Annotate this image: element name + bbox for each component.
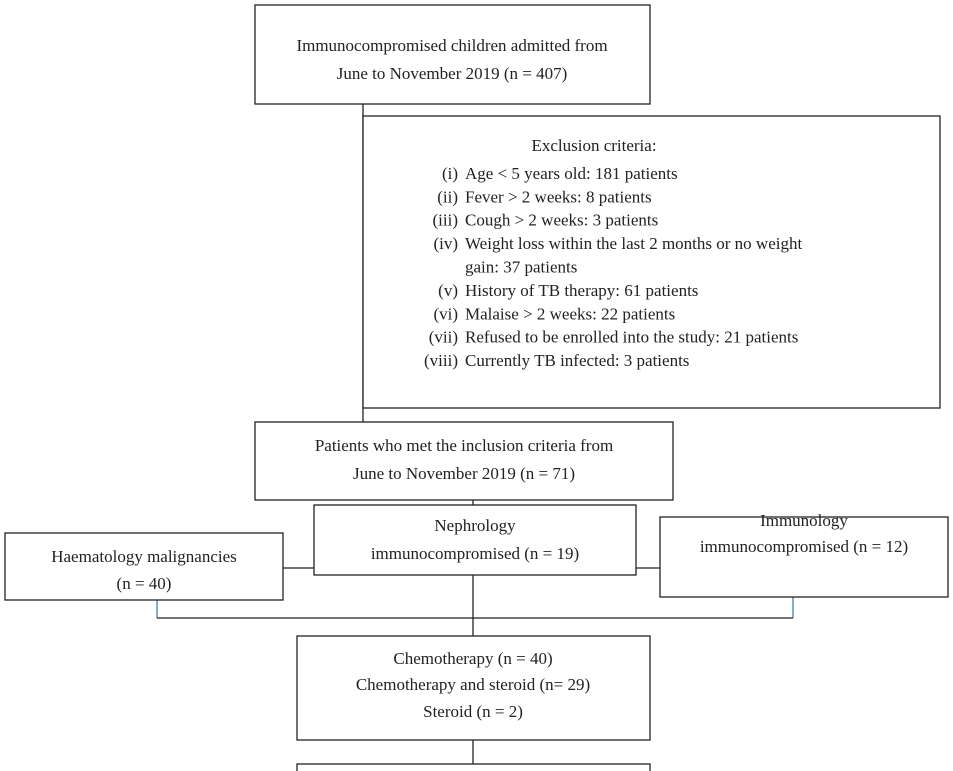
box-text: June to November 2019 (n = 407)	[337, 64, 568, 83]
item-numeral: (viii)	[424, 351, 458, 370]
item-text: History of TB therapy: 61 patients	[465, 281, 698, 300]
box-text: (n = 40)	[117, 574, 172, 593]
item-text: Age < 5 years old: 181 patients	[465, 164, 678, 183]
item-numeral: (iv)	[433, 234, 458, 253]
item-numeral: (v)	[438, 281, 458, 300]
item-numeral: (vii)	[429, 328, 458, 347]
item-text: Currently TB infected: 3 patients	[465, 351, 689, 370]
box-text: Immunology	[760, 511, 848, 530]
group-box	[4, 532, 284, 601]
exclusion-title: Exclusion criteria:	[531, 136, 656, 155]
group-box	[313, 504, 637, 576]
item-numeral: (ii)	[437, 187, 458, 206]
box-text: Steroid (n = 2)	[423, 702, 523, 721]
item-text: Refused to be enrolled into the study: 2…	[465, 328, 798, 347]
box-text: Chemotherapy (n = 40)	[393, 649, 552, 668]
item-numeral: (iii)	[433, 211, 459, 230]
box-text: Patients who met the inclusion criteria …	[315, 436, 613, 455]
item-numeral: (i)	[442, 164, 458, 183]
treatment-box	[296, 635, 651, 741]
item-numeral: (vi)	[433, 304, 458, 323]
item-text: Fever > 2 weeks: 8 patients	[465, 187, 652, 206]
included-box	[254, 421, 674, 501]
item-text: gain: 37 patients	[465, 258, 577, 277]
group-box	[659, 516, 949, 598]
final-box	[296, 763, 651, 771]
box-text: Immunocompromised children admitted from	[296, 36, 607, 55]
exclusion-box	[362, 115, 941, 409]
item-text: Cough > 2 weeks: 3 patients	[465, 211, 658, 230]
box-text: Chemotherapy and steroid (n= 29)	[356, 675, 590, 694]
box-text: June to November 2019 (n = 71)	[353, 464, 575, 483]
start-box	[254, 4, 651, 105]
box-text: Haematology malignancies	[51, 547, 237, 566]
box-text: immunocompromised (n = 12)	[700, 537, 908, 556]
box-text: immunocompromised (n = 19)	[371, 544, 579, 563]
box-text: Nephrology	[434, 516, 516, 535]
item-text: Weight loss within the last 2 months or …	[465, 234, 802, 253]
item-text: Malaise > 2 weeks: 22 patients	[465, 304, 675, 323]
